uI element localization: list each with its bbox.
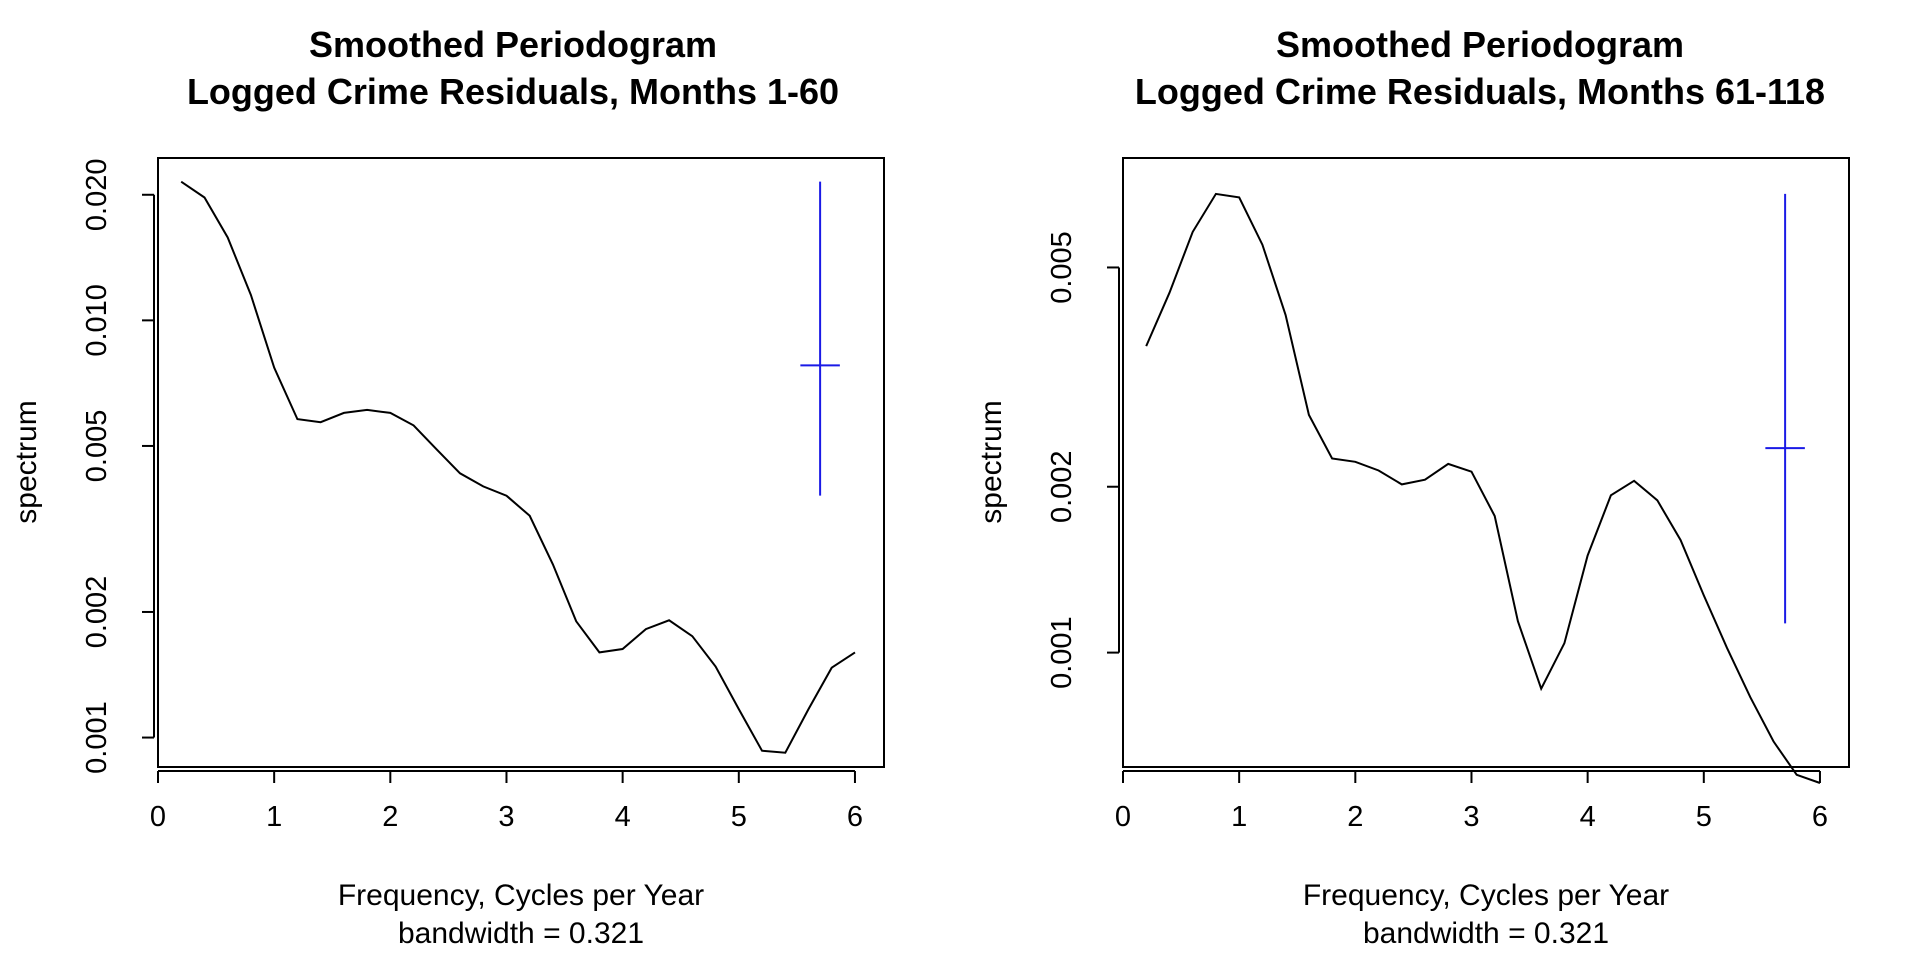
y-tick-label: 0.010 bbox=[81, 284, 113, 357]
x-tick-label: 3 bbox=[498, 801, 514, 833]
x-tick-label: 4 bbox=[615, 801, 631, 833]
chart-title-line2: Logged Crime Residuals, Months 61-118 bbox=[1135, 71, 1825, 112]
plot-frame bbox=[157, 157, 885, 768]
x-axis-label: Frequency, Cycles per Year bbox=[338, 879, 704, 912]
y-tick-label: 0.002 bbox=[81, 576, 113, 649]
x-tick-label: 4 bbox=[1580, 801, 1596, 833]
x-tick-label: 2 bbox=[382, 801, 398, 833]
spectrum-line bbox=[1145, 192, 1821, 784]
y-tick-label: 0.001 bbox=[1046, 616, 1078, 689]
chart-panel-right: Smoothed Periodogram Logged Crime Residu… bbox=[975, 24, 1850, 950]
x-tick-label: 6 bbox=[1812, 801, 1828, 833]
y-tick-label: 0.005 bbox=[81, 410, 113, 483]
chart-title-line1: Smoothed Periodogram bbox=[1276, 24, 1684, 65]
y-tick-label: 0.005 bbox=[1046, 231, 1078, 304]
chart-title-line1: Smoothed Periodogram bbox=[309, 24, 717, 65]
x-tick-label: 0 bbox=[150, 801, 166, 833]
x-tick-label: 1 bbox=[266, 801, 282, 833]
y-tick-label: 0.020 bbox=[81, 158, 113, 231]
x-tick-label: 5 bbox=[731, 801, 747, 833]
x-tick-label: 3 bbox=[1463, 801, 1479, 833]
y-axis-label: spectrum bbox=[975, 400, 1008, 523]
x-tick-label: 5 bbox=[1696, 801, 1712, 833]
plot-frame bbox=[1122, 157, 1850, 768]
x-axis-label: Frequency, Cycles per Year bbox=[1303, 879, 1669, 912]
chart-panel-left: Smoothed Periodogram Logged Crime Residu… bbox=[10, 24, 885, 950]
x-tick-label: 1 bbox=[1231, 801, 1247, 833]
y-tick-label: 0.001 bbox=[81, 701, 113, 774]
chart-title-line2: Logged Crime Residuals, Months 1-60 bbox=[187, 71, 839, 112]
bandwidth-note: bandwidth = 0.321 bbox=[398, 917, 644, 950]
spectrum-line bbox=[180, 180, 856, 754]
x-tick-label: 2 bbox=[1347, 801, 1363, 833]
y-tick-label: 0.002 bbox=[1046, 450, 1078, 523]
x-tick-label: 6 bbox=[847, 801, 863, 833]
bandwidth-note: bandwidth = 0.321 bbox=[1363, 917, 1609, 950]
y-axis-label: spectrum bbox=[10, 400, 43, 523]
x-tick-label: 0 bbox=[1115, 801, 1131, 833]
